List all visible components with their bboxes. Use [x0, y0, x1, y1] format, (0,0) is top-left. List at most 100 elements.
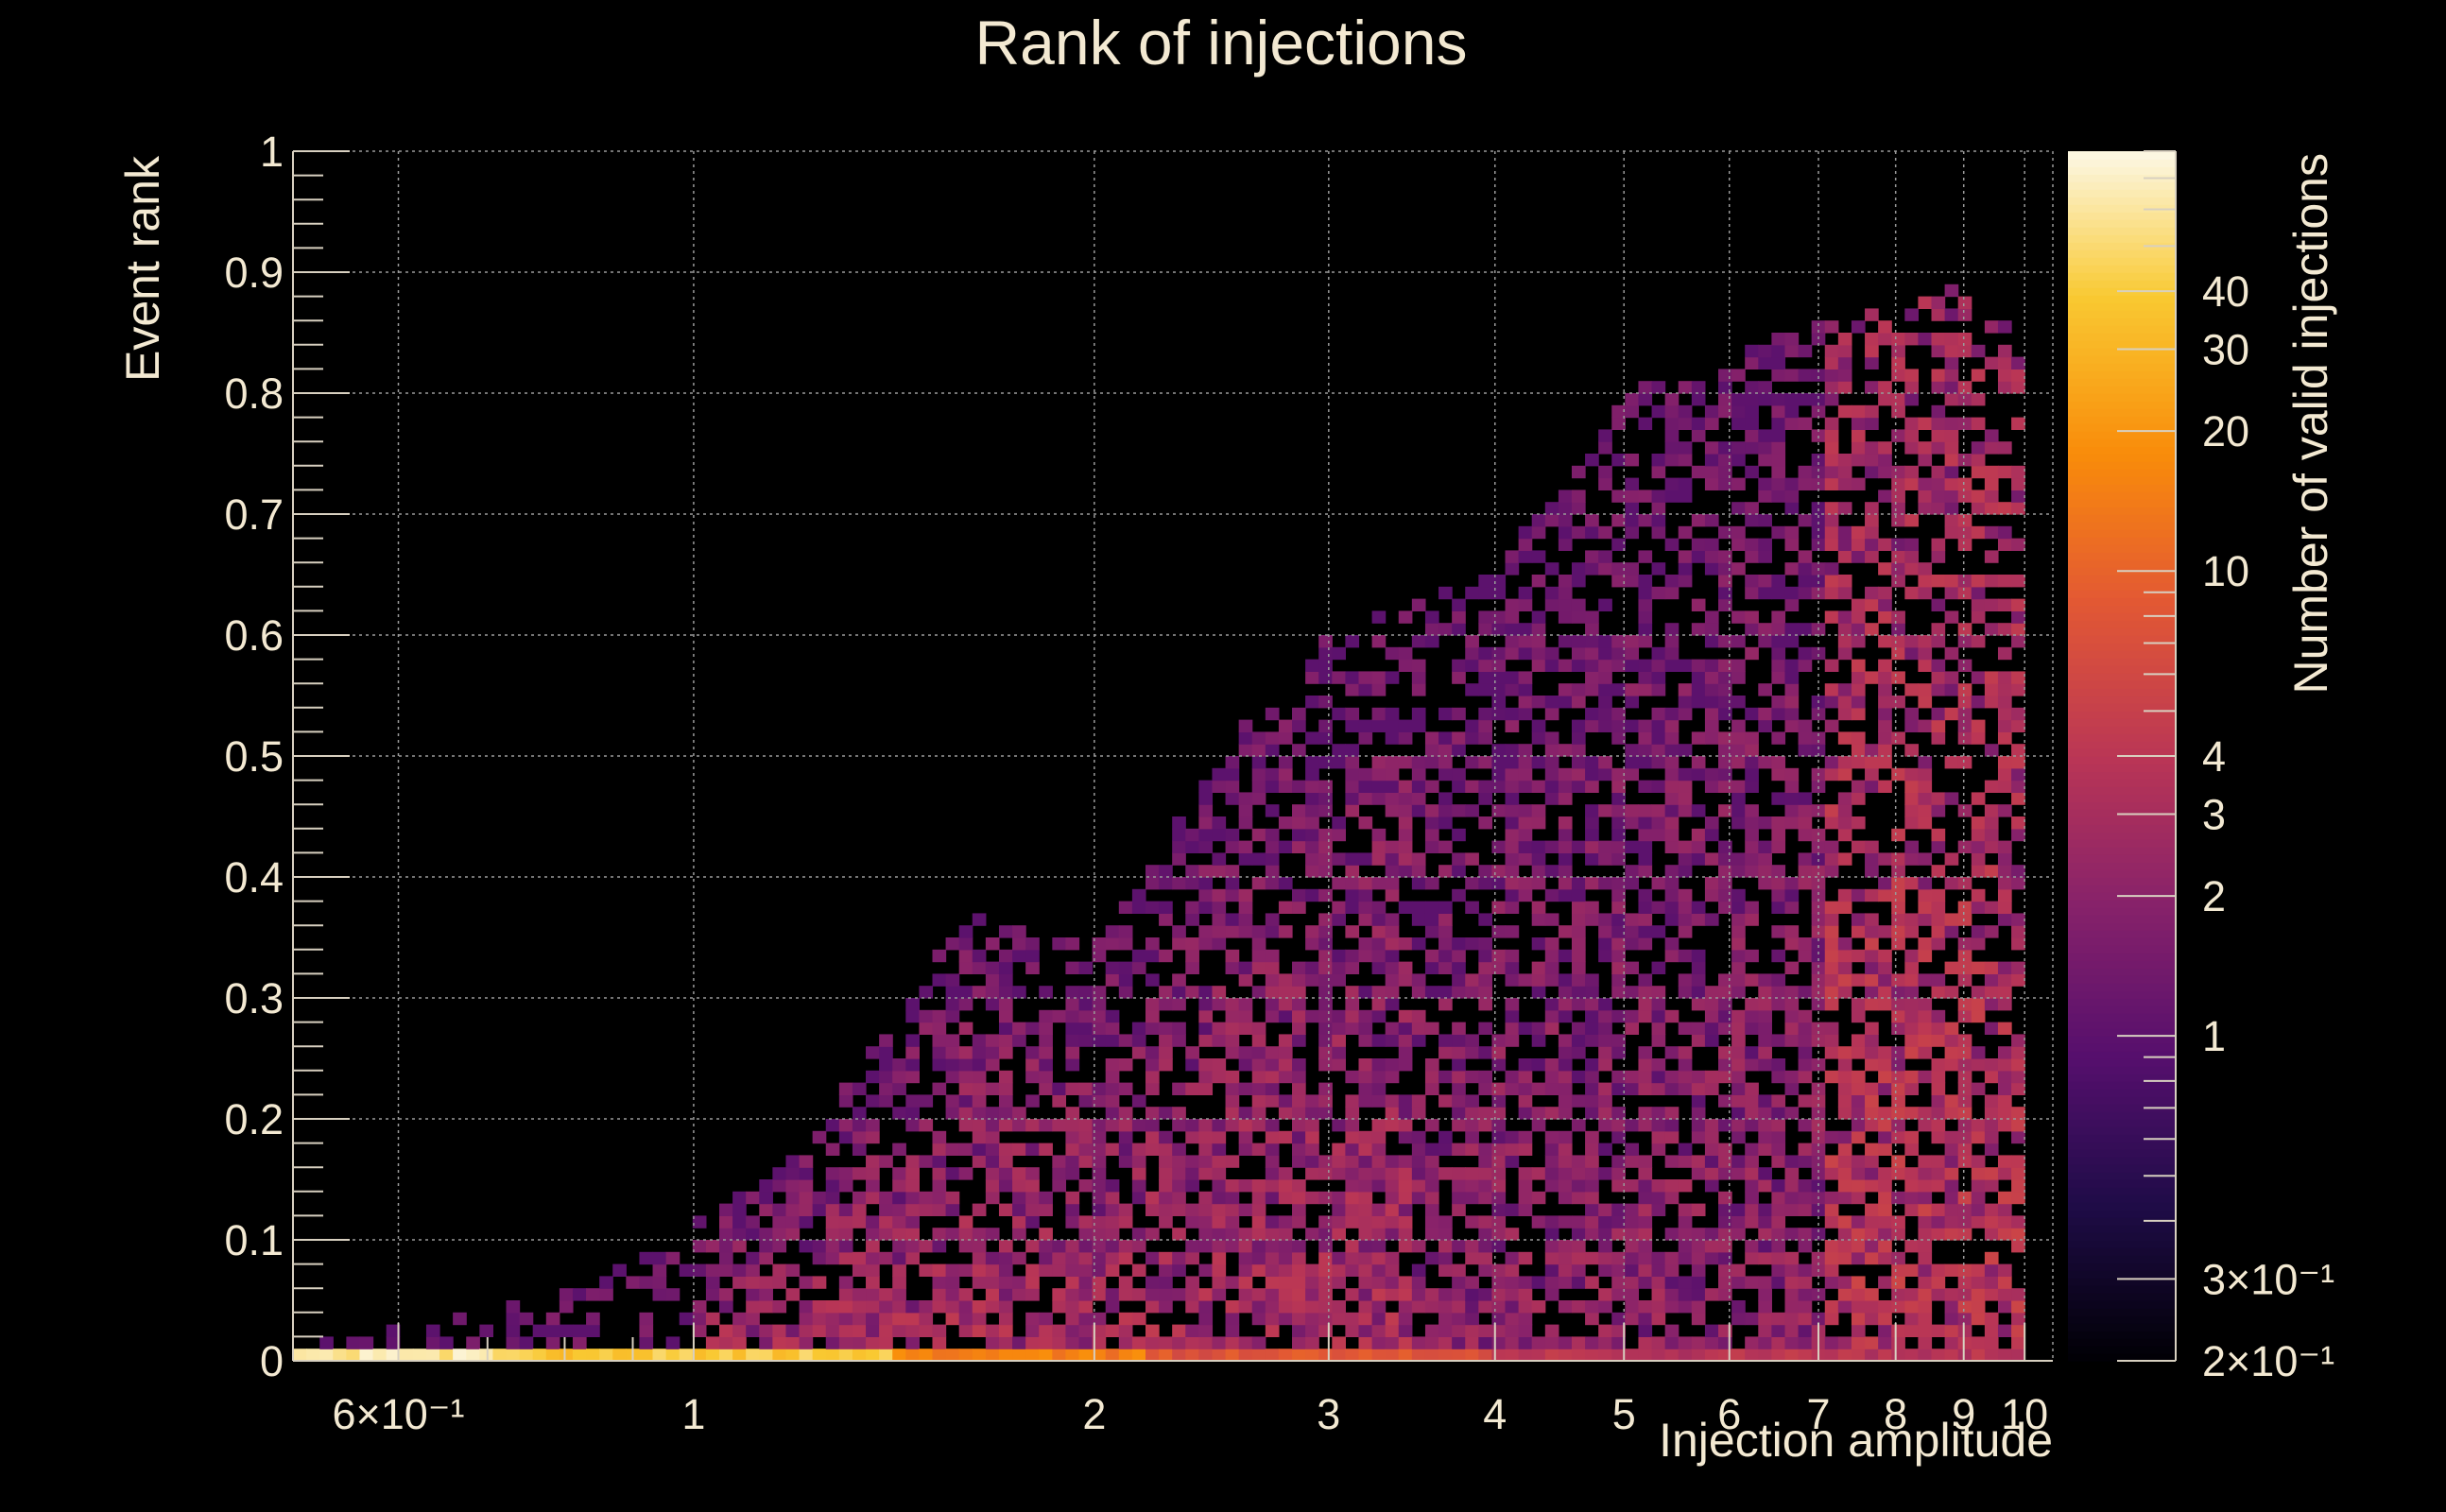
heatmap-cell — [1278, 756, 1293, 769]
heatmap-cell — [1931, 429, 1946, 442]
heatmap-cell — [1758, 998, 1772, 1011]
heatmap-cell — [1984, 1167, 1999, 1180]
heatmap-cell — [2011, 1082, 2025, 1095]
heatmap-cell — [1824, 610, 1839, 624]
heatmap-cell — [1758, 356, 1772, 369]
heatmap-cell — [1318, 1082, 1333, 1095]
heatmap-cell — [1837, 610, 1852, 624]
heatmap-cell — [1065, 1288, 1080, 1301]
heatmap-cell — [1265, 1009, 1280, 1023]
heatmap-cell — [1358, 767, 1373, 782]
heatmap-cell — [1398, 1349, 1413, 1362]
heatmap-cell — [1598, 852, 1612, 866]
heatmap-cell — [998, 1094, 1013, 1108]
heatmap-cell — [2011, 610, 2025, 624]
heatmap-cell — [1411, 1130, 1426, 1144]
heatmap-cell — [919, 1263, 934, 1277]
heatmap-cell — [1878, 393, 1892, 406]
heatmap-cell — [1078, 1155, 1094, 1168]
heatmap-cell — [1225, 1107, 1240, 1120]
heatmap-cell — [1837, 356, 1852, 369]
heatmap-cell — [1438, 913, 1453, 926]
heatmap-cell — [1505, 623, 1520, 636]
heatmap-cell — [1092, 1312, 1107, 1326]
heatmap-cell — [1811, 865, 1826, 878]
heatmap-cell — [1771, 828, 1786, 842]
heatmap-cell — [1638, 852, 1653, 866]
heatmap-cell — [919, 1312, 934, 1326]
heatmap-cell — [985, 1046, 1000, 1059]
color-scale-segment — [2068, 1164, 2176, 1173]
heatmap-cell — [958, 1263, 973, 1277]
heatmap-cell — [639, 1336, 654, 1349]
heatmap-cell — [1798, 1300, 1813, 1314]
heatmap-cell — [972, 1143, 987, 1156]
heatmap-cell — [1745, 1179, 1759, 1193]
heatmap-cell — [1518, 780, 1533, 793]
heatmap-cell — [958, 998, 973, 1011]
heatmap-cell — [746, 1324, 760, 1337]
heatmap-cell — [1611, 417, 1626, 430]
heatmap-cell — [1358, 852, 1373, 866]
heatmap-cell — [1771, 1336, 1786, 1349]
heatmap-cell — [1891, 828, 1905, 842]
heatmap-cell — [1145, 1300, 1160, 1314]
heatmap-cell — [1931, 1203, 1946, 1216]
heatmap-cell — [1745, 840, 1759, 853]
heatmap-cell — [1971, 998, 1986, 1011]
heatmap-cell — [1531, 1336, 1546, 1349]
heatmap-cell — [1131, 888, 1146, 902]
heatmap-cell — [1865, 1349, 1879, 1362]
heatmap-cell — [1865, 404, 1879, 419]
heatmap-cell — [1745, 1349, 1759, 1362]
heatmap-cell — [1718, 404, 1732, 419]
heatmap-cell — [1198, 792, 1214, 805]
heatmap-cell — [1465, 683, 1479, 696]
heatmap-cell — [1904, 514, 1920, 527]
heatmap-cell — [1238, 744, 1253, 757]
heatmap-cell — [1518, 804, 1533, 817]
heatmap-cell — [1251, 1228, 1266, 1241]
heatmap-cell — [1931, 1130, 1946, 1144]
heatmap-cell — [1371, 1094, 1387, 1108]
heatmap-cell — [1039, 1070, 1053, 1084]
heatmap-cell — [1092, 1203, 1107, 1216]
heatmap-cell — [1611, 1107, 1626, 1120]
heatmap-cell — [1398, 804, 1413, 817]
heatmap-cell — [1731, 1167, 1746, 1180]
heatmap-cell — [1505, 719, 1520, 732]
heatmap-cell — [1625, 635, 1640, 648]
heatmap-cell — [1997, 1215, 2012, 1228]
heatmap-cell — [746, 1228, 760, 1241]
heatmap-cell — [1851, 1336, 1866, 1349]
heatmap-cell — [998, 986, 1013, 999]
color-scale-segment — [2068, 151, 2176, 160]
heatmap-cell — [1438, 707, 1453, 721]
heatmap-cell — [1318, 792, 1333, 805]
heatmap-cell — [1865, 441, 1879, 455]
heatmap-cell — [1505, 949, 1520, 963]
heatmap-cell — [1851, 707, 1866, 721]
heatmap-cell — [1984, 1143, 1999, 1156]
heatmap-cell — [1198, 901, 1214, 914]
heatmap-cell — [1251, 1119, 1266, 1132]
heatmap-cell — [1118, 1324, 1133, 1337]
heatmap-cell — [1824, 1240, 1839, 1253]
heatmap-cell — [1558, 1143, 1573, 1156]
heatmap-cell — [1278, 877, 1293, 890]
heatmap-cell — [1172, 973, 1186, 987]
heatmap-cell — [665, 1349, 680, 1362]
heatmap-cell — [1531, 646, 1546, 661]
heatmap-cell — [1318, 635, 1333, 648]
heatmap-cell — [1931, 1349, 1946, 1362]
heatmap-cell — [1678, 852, 1693, 866]
heatmap-cell — [1865, 865, 1879, 878]
heatmap-cell — [1784, 333, 1800, 346]
heatmap-cell — [1544, 973, 1559, 987]
heatmap-cell — [1625, 804, 1640, 817]
heatmap-cell — [1212, 1203, 1227, 1216]
heatmap-cell — [1837, 973, 1852, 987]
heatmap-cell — [1518, 767, 1533, 782]
heatmap-cell — [1997, 1300, 2012, 1314]
color-scale-segment — [2068, 1066, 2176, 1074]
